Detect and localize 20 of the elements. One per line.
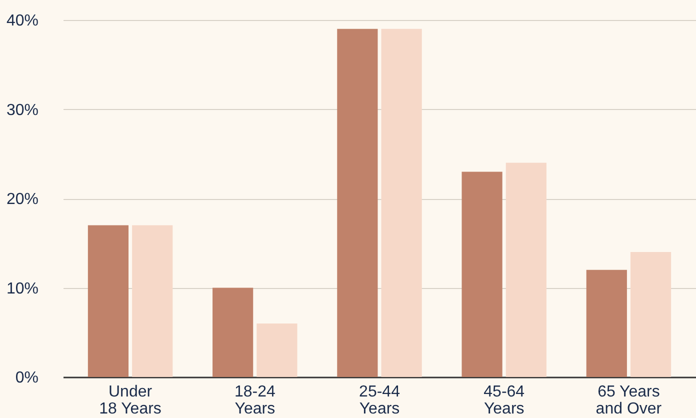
x-tick-label: 65 Years and Over [596,384,662,418]
bar [462,172,502,377]
bar [212,288,254,377]
y-tick-label: 20% [6,191,38,208]
y-tick-label: 10% [6,280,38,298]
bar [586,270,627,377]
x-tick-label: 45-64 Years [484,384,525,418]
y-tick-label: 40% [6,12,38,30]
y-tick-label: 30% [6,102,38,119]
x-tick-label: 25-44 Years [359,384,400,418]
bar [630,252,672,377]
bar [506,162,546,377]
bar [381,28,422,377]
x-tick-label: Under 18 Years [99,384,162,418]
bar [132,225,173,377]
y-tick-label: 0% [15,370,38,386]
bar [337,28,378,377]
bar [256,323,298,377]
bar [88,225,129,377]
x-tick-label: 18-24 Years [234,384,276,418]
